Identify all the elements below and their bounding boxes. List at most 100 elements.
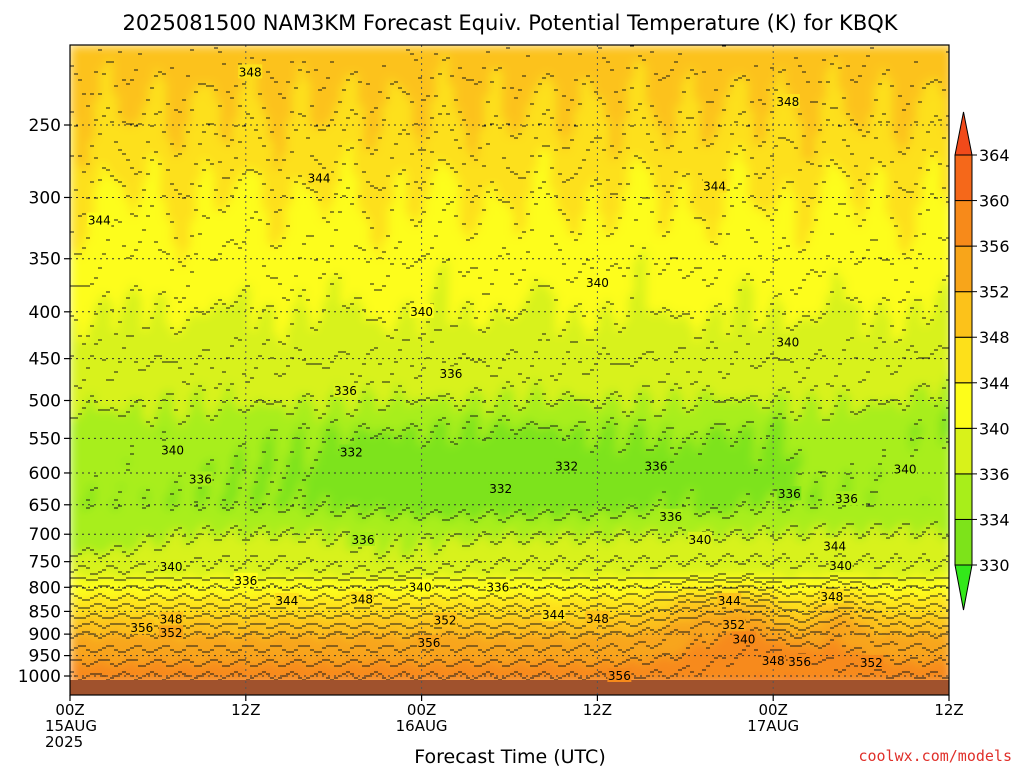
field-cell [232, 320, 239, 326]
field-cell [160, 200, 167, 206]
field-cell [124, 520, 131, 526]
field-cell [154, 65, 161, 71]
field-cell [190, 485, 197, 491]
field-cell [82, 610, 89, 616]
field-cell [76, 375, 83, 381]
field-cell [190, 45, 197, 51]
field-cell [214, 490, 221, 496]
field-cell [226, 595, 233, 601]
field-cell [214, 345, 221, 351]
field-cell [106, 290, 113, 296]
field-cell [298, 610, 305, 616]
field-cell [292, 605, 299, 611]
field-cell [76, 110, 83, 116]
field-cell [280, 240, 287, 246]
field-cell [250, 565, 257, 571]
field-cell [106, 300, 113, 306]
field-cell [244, 440, 251, 446]
field-cell [214, 305, 221, 311]
field-cell [118, 65, 125, 71]
field-cell [274, 550, 281, 556]
field-cell [190, 265, 197, 271]
field-cell [160, 505, 167, 511]
field-cell [154, 120, 161, 126]
field-cell [268, 365, 275, 371]
field-cell [292, 615, 299, 621]
field-cell [250, 415, 257, 421]
field-cell [244, 170, 251, 176]
field-cell [112, 570, 119, 576]
field-cell [268, 45, 275, 51]
field-cell [136, 480, 143, 486]
field-cell [298, 580, 305, 586]
field-cell [280, 265, 287, 271]
field-cell [250, 540, 257, 546]
field-cell [178, 285, 185, 291]
field-cell [184, 350, 191, 356]
field-cell [226, 95, 233, 101]
field-cell [208, 675, 215, 681]
field-cell [130, 310, 137, 316]
field-cell [190, 425, 197, 431]
field-cell [130, 140, 137, 146]
field-cell [160, 415, 167, 421]
field-cell [190, 370, 197, 376]
field-cell [184, 170, 191, 176]
field-cell [292, 580, 299, 586]
field-cell [238, 360, 245, 366]
field-cell [238, 230, 245, 236]
field-cell [88, 435, 95, 441]
field-cell [70, 360, 77, 366]
field-cell [70, 65, 77, 71]
field-cell [166, 335, 173, 341]
field-cell [160, 220, 167, 226]
field-cell [154, 615, 161, 621]
field-cell [220, 390, 227, 396]
field-cell [106, 265, 113, 271]
field-cell [76, 545, 83, 551]
field-cell [166, 500, 173, 506]
field-cell [268, 535, 275, 541]
field-cell [154, 190, 161, 196]
field-cell [286, 205, 293, 211]
field-cell [112, 355, 119, 361]
field-cell [154, 540, 161, 546]
field-cell [184, 155, 191, 161]
field-cell [280, 305, 287, 311]
field-cell [286, 125, 293, 131]
field-cell [166, 65, 173, 71]
field-cell [226, 225, 233, 231]
field-cell [142, 120, 149, 126]
field-cell [178, 155, 185, 161]
field-cell [202, 675, 209, 681]
field-cell [274, 285, 281, 291]
field-cell [226, 335, 233, 341]
field-cell [88, 560, 95, 566]
field-cell [202, 655, 209, 661]
field-cell [172, 605, 179, 611]
field-cell [262, 490, 269, 496]
field-cell [262, 345, 269, 351]
field-cell [256, 425, 263, 431]
field-cell [88, 615, 95, 621]
field-cell [262, 540, 269, 546]
field-cell [286, 605, 293, 611]
field-cell [142, 65, 149, 71]
field-cell [94, 450, 101, 456]
field-cell [112, 370, 119, 376]
field-cell [292, 275, 299, 281]
field-cell [172, 70, 179, 76]
field-cell [178, 275, 185, 281]
field-cell [202, 560, 209, 566]
field-cell [118, 330, 125, 336]
field-cell [76, 205, 83, 211]
field-cell [154, 580, 161, 586]
field-cell [292, 120, 299, 126]
field-cell [106, 165, 113, 171]
field-cell [130, 90, 137, 96]
field-cell [76, 95, 83, 101]
field-cell [250, 460, 257, 466]
field-cell [262, 580, 269, 586]
field-cell [154, 245, 161, 251]
field-cell [232, 665, 239, 671]
